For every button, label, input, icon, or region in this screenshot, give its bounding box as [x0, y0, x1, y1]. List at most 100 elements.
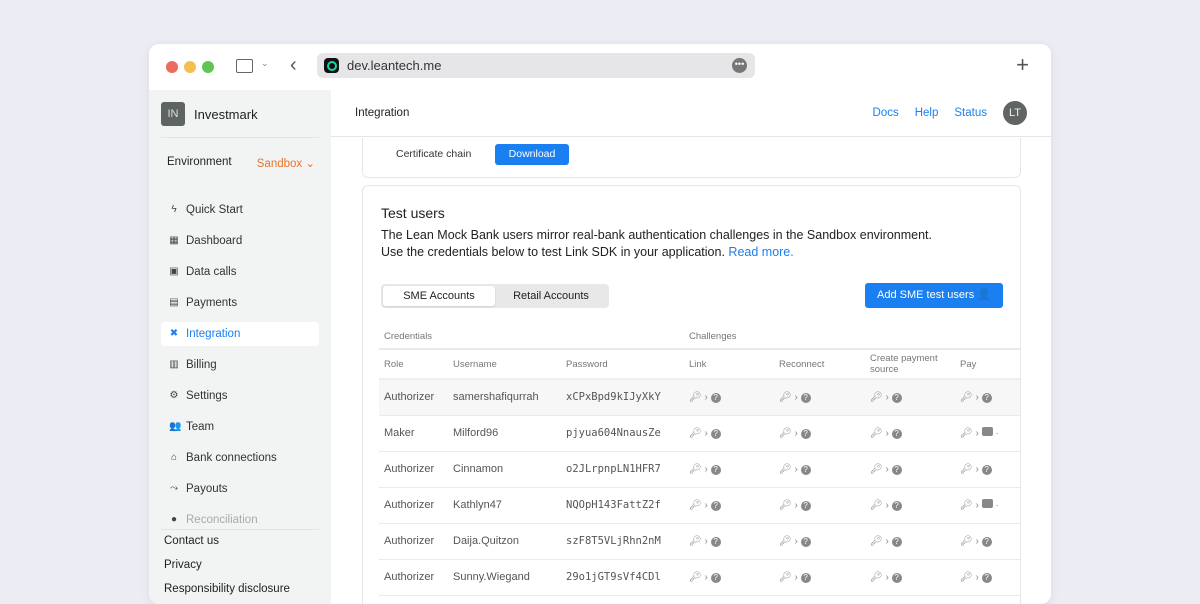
docs-link[interactable]: Docs: [872, 107, 899, 119]
sidebar-item-quick-start[interactable]: ϟ Quick Start: [161, 198, 319, 222]
privacy-link[interactable]: Privacy: [164, 559, 202, 571]
page-title: Integration: [355, 107, 410, 119]
question-icon[interactable]: ?: [800, 573, 811, 583]
key-icon: 🔑︎: [779, 536, 792, 547]
question-icon[interactable]: ?: [710, 537, 721, 547]
username-cell[interactable]: Kathlyn47: [453, 499, 502, 511]
org-switcher[interactable]: IN Investmark: [161, 102, 258, 126]
help-link[interactable]: Help: [914, 107, 939, 119]
sidebar-item-reconciliation[interactable]: ● Reconciliation: [161, 508, 319, 532]
col-create-payment-source: Create payment source: [865, 349, 955, 380]
question-icon[interactable]: ?: [981, 393, 992, 404]
username-cell[interactable]: Cinnamon: [453, 463, 504, 475]
table-row: Authorizer Daija.Quitzon szF8T5VLjRhn2nM 🔑︎…: [379, 523, 1020, 559]
challenge-flow: 🔑︎ › ·: [960, 427, 999, 439]
sidebar-item-bank-connections[interactable]: ⌂ Bank connections: [161, 446, 319, 470]
chevron-down-icon[interactable]: ⌄: [261, 58, 269, 68]
add-button-label: Add SME test users: [877, 289, 975, 301]
new-tab-icon[interactable]: +: [1016, 52, 1029, 77]
env-label: Environment: [167, 156, 232, 168]
question-icon[interactable]: ?: [891, 465, 902, 475]
question-icon[interactable]: ?: [891, 537, 902, 547]
key-icon: 🔑︎: [960, 428, 973, 439]
password-cell[interactable]: o2JLrpnpLN1HFR7: [566, 463, 661, 475]
contact-us-link[interactable]: Contact us: [164, 535, 219, 547]
question-icon[interactable]: ?: [710, 465, 721, 475]
tab-sme-accounts[interactable]: SME Accounts: [383, 286, 495, 306]
password-cell[interactable]: NQOpH143FattZ2f: [566, 499, 661, 511]
chevron-down-icon: ⌄: [305, 158, 315, 170]
sidebar-item-label: Payouts: [186, 483, 228, 495]
team-icon: 👥: [169, 421, 182, 432]
question-icon[interactable]: ?: [891, 501, 902, 511]
environment-selector[interactable]: Environment Sandbox ⌄: [167, 156, 315, 170]
key-icon: 🔑︎: [870, 500, 883, 511]
key-icon: 🔑︎: [779, 500, 792, 511]
key-icon: 🔑︎: [689, 572, 702, 583]
password-cell[interactable]: pjyua604NnausZe: [566, 427, 661, 439]
password-cell[interactable]: 29o1jGT9sVf4CDl: [566, 571, 661, 583]
table-row: Authorizer Kathlyn47 NQOpH143FattZ2f 🔑︎ › ?…: [379, 487, 1020, 523]
receipt-icon: ▥: [169, 359, 179, 370]
sidebar-item-settings[interactable]: ⚙ Settings: [161, 384, 319, 408]
username-cell[interactable]: Daija.Quitzon: [453, 535, 520, 547]
challenge-flow: 🔑︎ › ?: [689, 500, 721, 511]
certificate-card: Certificate chain Download: [362, 138, 1021, 178]
challenge-flow: 🔑︎ › ?: [689, 572, 721, 583]
question-icon[interactable]: ?: [710, 501, 721, 511]
read-more-link[interactable]: Read more.: [728, 245, 794, 259]
password-cell[interactable]: xCPxBpd9kIJyXkY: [566, 391, 661, 404]
sidebar-toggle-icon[interactable]: [236, 59, 253, 73]
table-row: Maker Milford96 pjyua604NnausZe 🔑︎ › ? 🔑︎ › …: [379, 415, 1020, 451]
password-cell[interactable]: szF8T5VLjRhn2nM: [566, 535, 661, 547]
sidebar-item-integration[interactable]: ✖ Integration: [161, 322, 319, 346]
address-bar[interactable]: dev.leantech.me •••: [317, 53, 755, 78]
challenge-flow: 🔑︎ › ?: [779, 572, 811, 583]
question-icon[interactable]: ?: [800, 501, 811, 511]
responsibility-disclosure-link[interactable]: Responsibility disclosure: [164, 583, 290, 595]
question-icon[interactable]: ?: [710, 429, 721, 439]
question-icon[interactable]: ?: [891, 429, 902, 439]
key-icon: 🔑︎: [870, 392, 883, 404]
question-icon[interactable]: ?: [891, 573, 902, 583]
key-icon: 🔑︎: [870, 572, 883, 583]
close-window-button[interactable]: [166, 61, 178, 73]
question-icon[interactable]: ?: [710, 393, 721, 404]
sidebar-item-dashboard[interactable]: ▦ Dashboard: [161, 229, 319, 253]
sidebar-footer: Contact us Privacy Responsibility disclo…: [164, 535, 290, 604]
username-cell[interactable]: Sunny.Wiegand: [453, 571, 530, 583]
sidebar-item-data-calls[interactable]: ▣ Data calls: [161, 260, 319, 284]
key-icon: 🔑︎: [960, 572, 973, 583]
table-row: Authorizer samershafiqurrah xCPxBpd9kIJyXk…: [379, 379, 1020, 415]
payouts-icon: ⤳: [170, 483, 178, 494]
back-icon[interactable]: ‹: [290, 54, 297, 76]
username-cell[interactable]: samershafiqurrah: [453, 391, 539, 404]
question-icon[interactable]: ?: [800, 537, 811, 547]
username-cell[interactable]: Milford96: [453, 427, 499, 439]
sidebar-item-payments[interactable]: ▤ Payments: [161, 291, 319, 315]
key-icon: 🔑︎: [689, 392, 702, 404]
question-icon[interactable]: ?: [891, 393, 902, 404]
more-icon[interactable]: •••: [732, 58, 747, 73]
add-sme-test-users-button[interactable]: Add SME test users 👤: [865, 283, 1003, 308]
maximize-window-button[interactable]: [202, 61, 214, 73]
question-icon[interactable]: ?: [981, 465, 992, 475]
minimize-window-button[interactable]: [184, 61, 196, 73]
question-icon[interactable]: ?: [800, 393, 811, 404]
role-cell: Authorizer: [384, 535, 435, 547]
key-icon: 🔑︎: [960, 536, 973, 547]
user-avatar[interactable]: LT: [1003, 101, 1027, 125]
sidebar-item-team[interactable]: 👥 Team: [161, 415, 319, 439]
role-cell: Authorizer: [384, 463, 435, 475]
sidebar-item-payouts[interactable]: ⤳ Payouts: [161, 477, 319, 501]
org-avatar: IN: [161, 102, 185, 126]
tab-retail-accounts[interactable]: Retail Accounts: [513, 290, 589, 302]
status-link[interactable]: Status: [954, 107, 987, 119]
question-icon[interactable]: ?: [800, 429, 811, 439]
question-icon[interactable]: ?: [981, 573, 992, 583]
question-icon[interactable]: ?: [800, 465, 811, 475]
sidebar-item-billing[interactable]: ▥ Billing: [161, 353, 319, 377]
question-icon[interactable]: ?: [981, 537, 992, 547]
download-button[interactable]: Download: [495, 144, 569, 165]
question-icon[interactable]: ?: [710, 573, 721, 583]
